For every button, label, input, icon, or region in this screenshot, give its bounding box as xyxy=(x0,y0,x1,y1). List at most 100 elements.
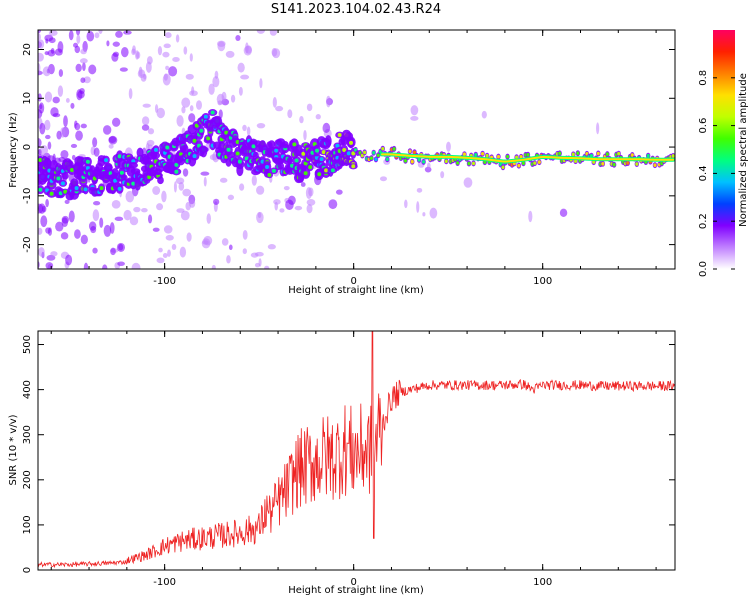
spectrogram-cell-core xyxy=(199,128,204,133)
spectrogram-cell-core xyxy=(480,152,485,156)
spectrogram-cell-core xyxy=(267,172,272,177)
spectrogram-noise-cell xyxy=(212,76,220,88)
spectrogram-cell-core xyxy=(235,139,240,144)
spectrogram-noise-cell xyxy=(335,189,343,195)
spectrogram-cell-core xyxy=(573,159,578,163)
spectrogram-cell-core xyxy=(83,187,88,192)
spectrogram-cell-core xyxy=(537,160,541,164)
spectrogram-noise-cell xyxy=(82,62,86,72)
spectrogram-cell-core xyxy=(337,132,342,137)
spectrogram-cell-core xyxy=(515,155,519,160)
spectrogram-noise-cell xyxy=(246,126,251,136)
spectrogram-noise-cell xyxy=(92,247,98,254)
spectrogram-noise-cell xyxy=(38,62,41,74)
spectrogram-noise-cell xyxy=(404,199,408,209)
spectrogram-noise-cell xyxy=(259,78,263,89)
spectrogram-noise-cell xyxy=(74,229,81,239)
spectrogram-noise-cell xyxy=(559,208,568,218)
spectrogram-cell-core xyxy=(505,154,510,159)
spectrogram-noise-cell xyxy=(221,91,227,102)
spectrogram-cell-core xyxy=(244,156,249,161)
spectrogram-noise-cell xyxy=(254,262,261,268)
spectrogram-cell xyxy=(199,145,208,158)
colorbar-tick-label: 0.0 xyxy=(698,261,709,277)
spectrogram-noise-cell xyxy=(178,182,185,191)
spectrogram-cell xyxy=(42,158,52,167)
spectrogram-y-tick-label: 20 xyxy=(22,43,33,56)
spectrogram-noise-cell xyxy=(58,69,64,77)
spectrogram-cell-core xyxy=(60,181,65,186)
spectrogram-noise-cell xyxy=(42,205,47,213)
snr-y-tick-label: 0 xyxy=(22,567,33,573)
spectrogram-noise-cell xyxy=(119,67,128,72)
spectrogram-noise-cell xyxy=(56,130,62,140)
spectrogram-cell-core xyxy=(274,148,279,153)
spectrogram-cell-core xyxy=(369,156,374,160)
spectrogram-cell-core xyxy=(192,138,197,143)
spectrogram-noise-cell xyxy=(446,141,451,152)
spectrogram-cell-core xyxy=(301,151,306,156)
colorbar-label: Normalized spectral amplitude xyxy=(738,73,749,227)
spectrogram-noise-cell xyxy=(189,53,193,62)
spectrogram-noise-cell xyxy=(103,125,112,135)
spectrogram-cell-core xyxy=(372,150,376,155)
spectrogram-noise-cell xyxy=(285,199,294,211)
spectrogram-cell-core xyxy=(342,147,347,152)
spectrogram-cell-core xyxy=(558,151,562,156)
spectrogram-cell-core xyxy=(63,189,68,194)
spectrogram-cell-core xyxy=(517,163,521,168)
spectrogram-noise-cell xyxy=(176,208,185,213)
spectrogram-noise-cell xyxy=(70,102,75,109)
spectrogram-noise-cell xyxy=(242,229,248,240)
spectrogram-noise-cell xyxy=(306,103,313,112)
spectrogram-noise-cell xyxy=(528,210,533,223)
spectrogram-cell-core xyxy=(346,151,351,156)
spectrogram-noise-cell xyxy=(269,30,278,36)
snr-frame xyxy=(37,330,676,571)
spectrogram-noise-cell xyxy=(106,40,110,47)
spectrogram-cell-core xyxy=(294,158,299,163)
spectrogram-noise-cell xyxy=(80,77,86,83)
spectrogram-noise-cell xyxy=(83,262,89,269)
spectrogram-cell-core xyxy=(174,162,179,167)
spectrogram-cell-core xyxy=(412,150,417,155)
spectrogram-cell xyxy=(267,140,276,149)
spectrogram-cell-core xyxy=(70,167,75,172)
spectrogram-noise-cell xyxy=(108,135,118,145)
spectrogram-noise-cell xyxy=(152,227,160,232)
spectrogram-noise-cell xyxy=(55,221,64,232)
snr-series-line xyxy=(38,331,675,569)
spectrogram-cell-core xyxy=(224,130,229,135)
spectrogram-cell-core xyxy=(303,171,308,176)
spectrogram-noise-cell xyxy=(45,38,49,44)
spectrogram-cell-core xyxy=(392,147,396,151)
snr-marks xyxy=(38,331,675,569)
spectrogram-cell-core xyxy=(410,159,414,164)
spectrogram-noise-cell xyxy=(136,51,141,59)
spectrogram-cell-core xyxy=(153,147,158,152)
spectrogram-noise-cell xyxy=(242,124,247,132)
spectrogram-noise-cell xyxy=(111,199,121,209)
spectrogram-noise-cell xyxy=(94,32,100,39)
spectrogram-cell-core xyxy=(74,186,79,191)
spectrogram-x-tick-label: 100 xyxy=(533,276,552,287)
spectrogram-noise-cell xyxy=(45,262,54,269)
spectrogram-cell-core xyxy=(174,169,179,174)
spectrogram-noise-cell xyxy=(596,122,600,135)
spectrogram-cell-core xyxy=(496,154,501,159)
spectrogram-noise-cell xyxy=(38,32,41,42)
spectrogram-noise-cell xyxy=(182,168,189,177)
spectrogram-cell-core xyxy=(521,161,526,166)
spectrogram-noise-cell xyxy=(60,149,69,159)
spectrogram-y-tick-label: 10 xyxy=(22,92,33,105)
spectrogram-noise-cell xyxy=(235,35,241,41)
snr-y-label: SNR (10 * v/v) xyxy=(8,414,19,485)
spectrogram-cell-core xyxy=(203,114,208,119)
spectrogram-noise-cell xyxy=(38,102,45,114)
spectrogram-noise-cell xyxy=(70,143,78,149)
snr-y-tick-label: 300 xyxy=(22,425,33,444)
spectrogram-noise-cell xyxy=(195,100,203,110)
spectrogram-cell-core xyxy=(119,170,124,175)
